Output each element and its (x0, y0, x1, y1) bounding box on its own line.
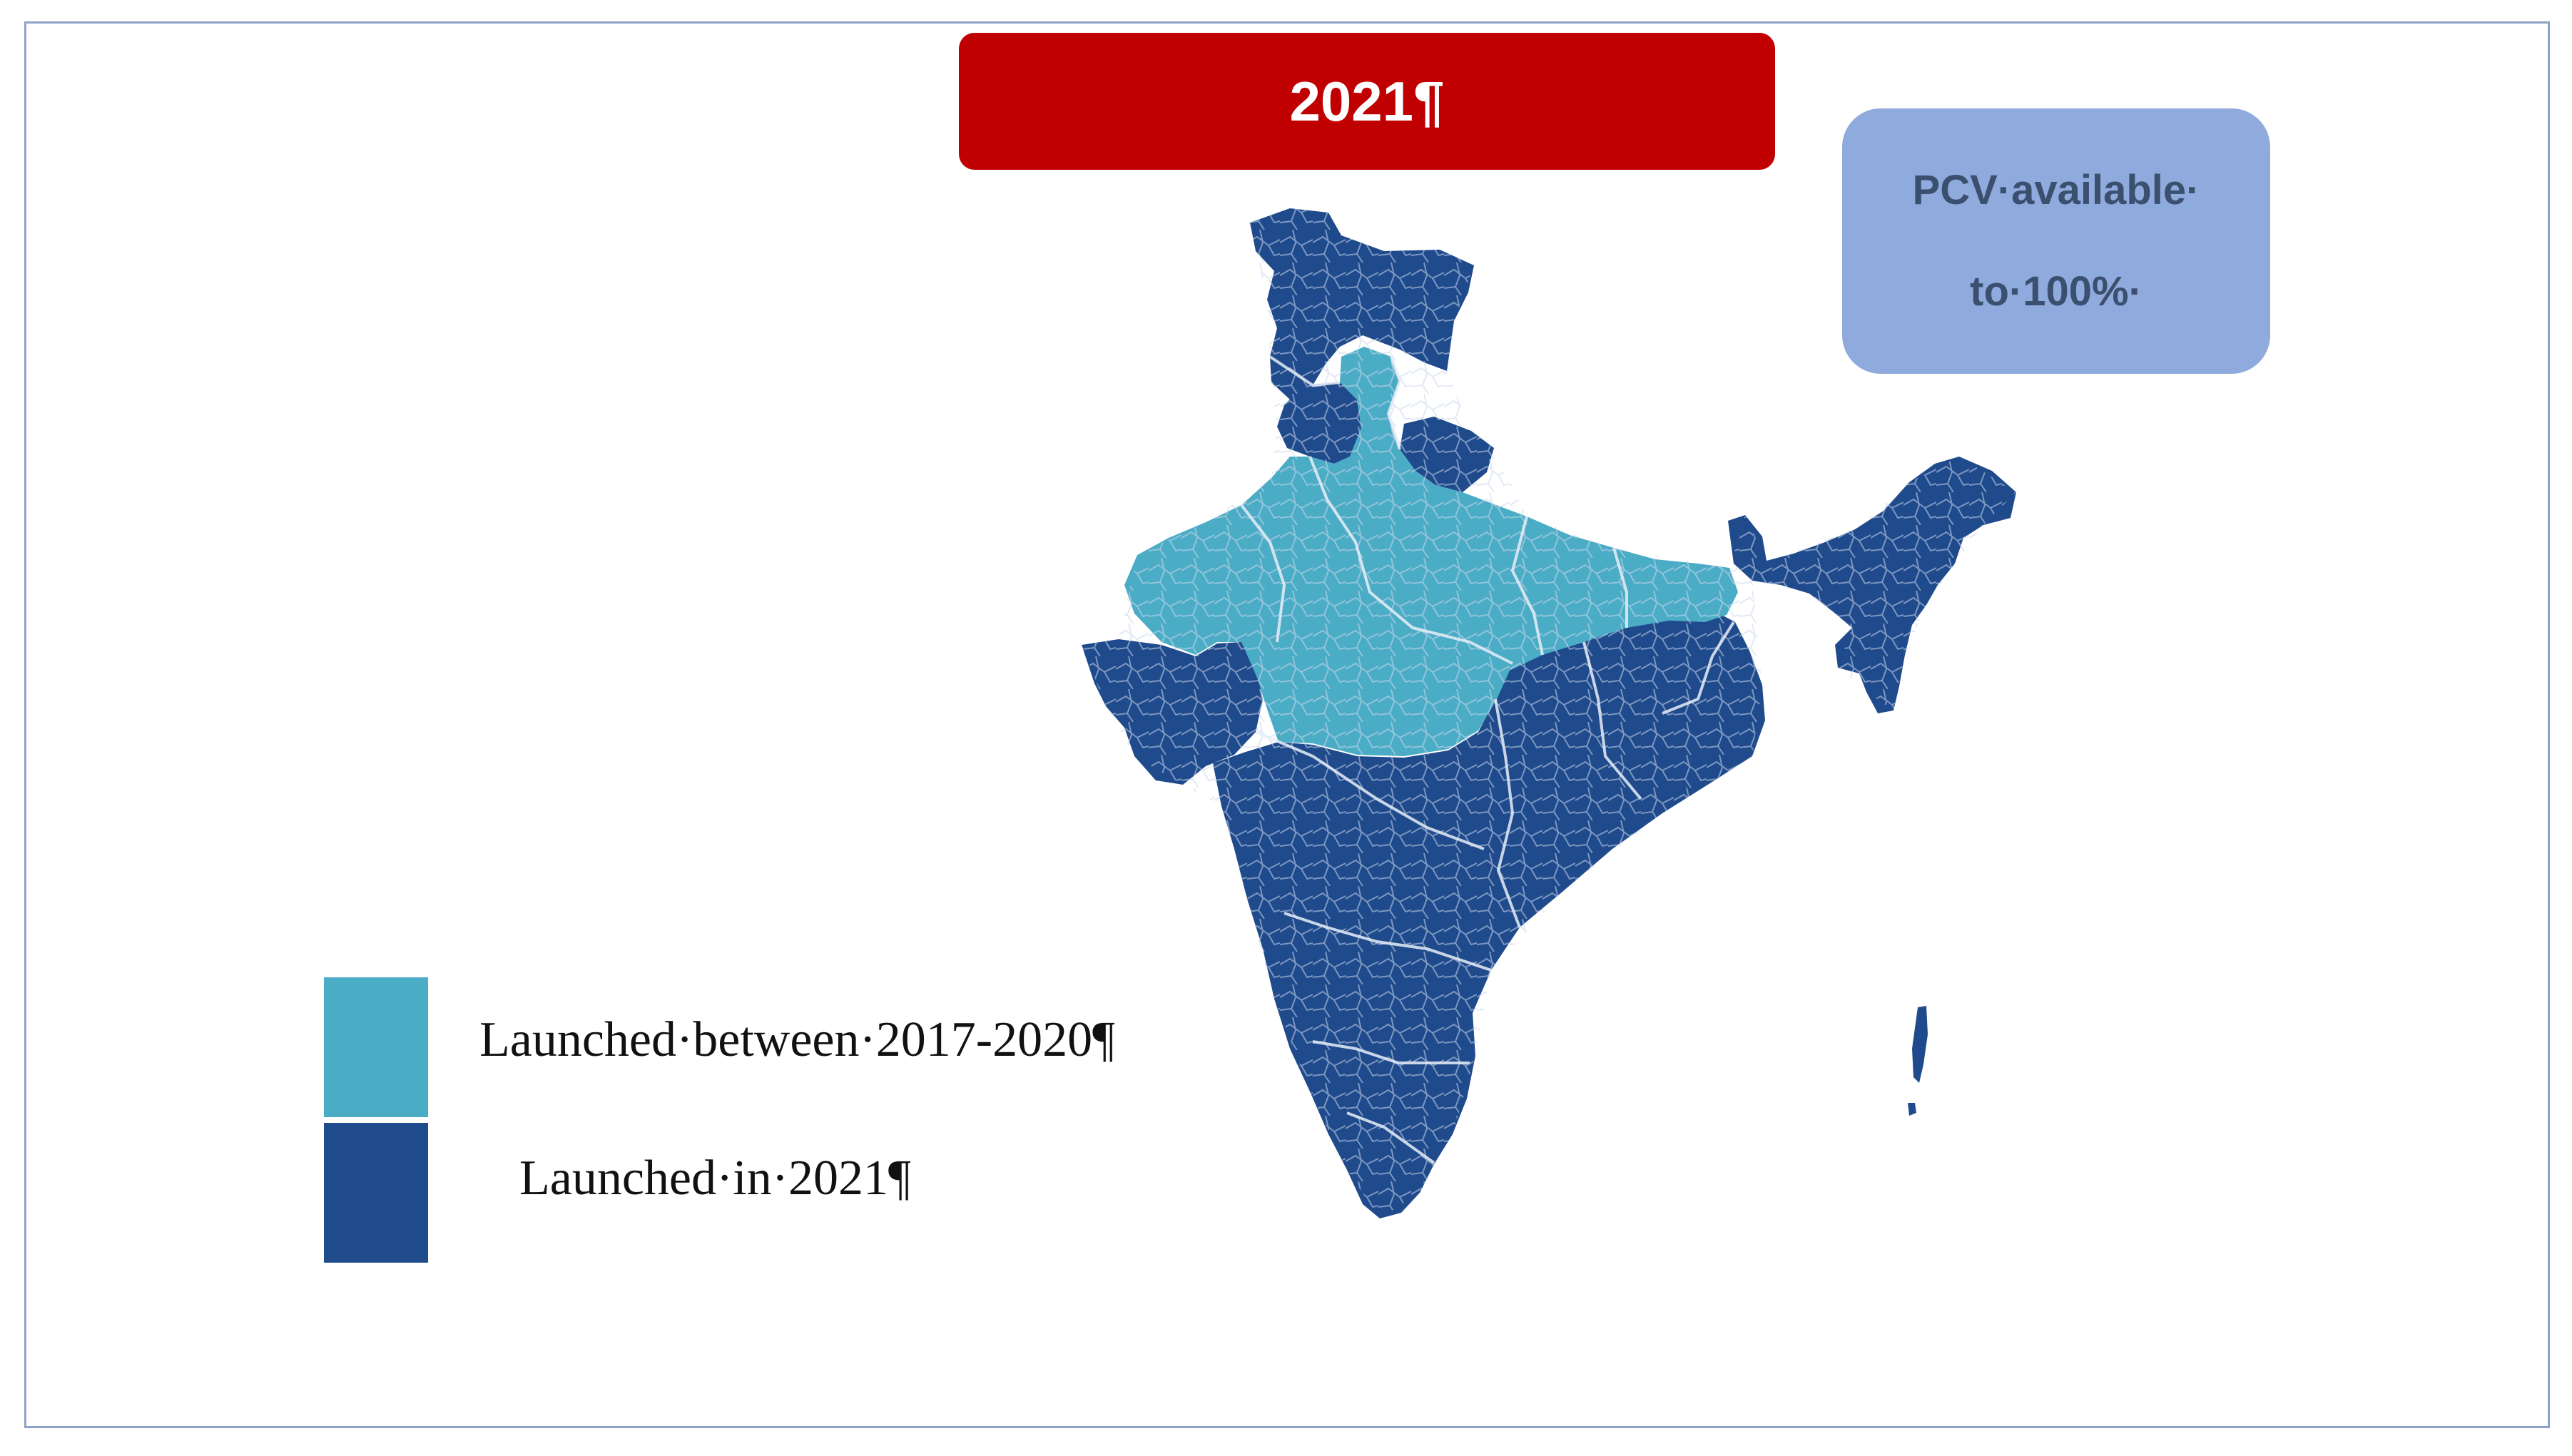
region-nicobar-islands (1908, 1103, 1916, 1116)
coverage-line-2: to·100%· (1970, 268, 2143, 315)
state-boundaries (1240, 355, 1735, 1164)
year-banner: 2021¶ (959, 33, 1775, 170)
legend-label-2017-2020: Launched·between·2017-2020¶ (479, 1012, 1115, 1067)
year-label: 2021¶ (1289, 69, 1445, 133)
region-andaman-islands (1912, 1006, 1928, 1083)
coverage-callout: PCV·available· to·100%· (1842, 108, 2270, 374)
legend-swatch-2021 (324, 1123, 428, 1263)
legend-swatch-2017-2020 (324, 977, 428, 1117)
legend-label-2021: Launched·in·2021¶ (519, 1151, 911, 1206)
district-borders (1082, 208, 2016, 1218)
coverage-line-1: PCV·available· (1912, 167, 2200, 213)
